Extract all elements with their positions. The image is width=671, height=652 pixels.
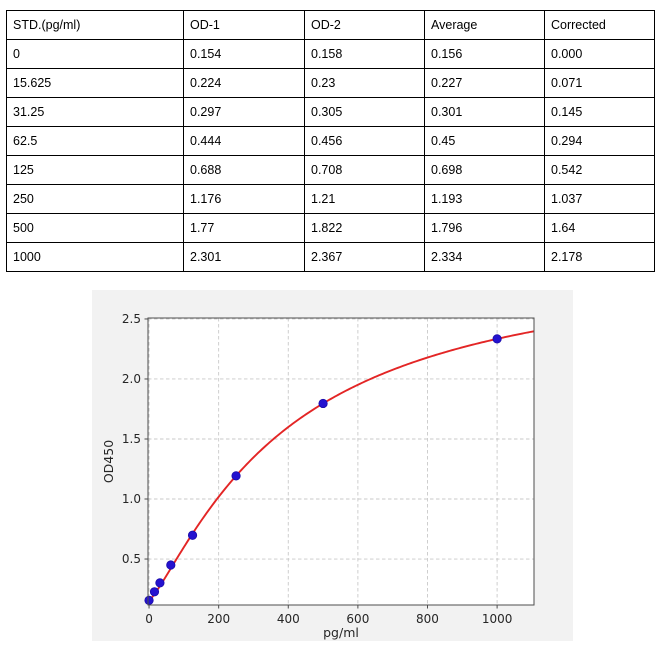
- table-cell: 0.708: [304, 155, 425, 185]
- x-tick-label: 0: [145, 612, 153, 626]
- table-cell: 0.224: [183, 68, 305, 98]
- table-row: 500 1.77 1.822 1.796 1.64: [6, 213, 655, 243]
- table-cell: 0.301: [424, 97, 545, 127]
- standards-table-body: 0 0.154 0.158 0.156 0.000 15.625 0.224 0.23 0.22…: [6, 39, 655, 272]
- table-cell: 250: [6, 184, 184, 214]
- table-row: 1000 2.301 2.367 2.334 2.178: [6, 242, 655, 272]
- table-row: 250 1.176 1.21 1.193 1.037: [6, 184, 655, 214]
- table-cell: 0.156: [424, 39, 545, 69]
- table-cell: 0.071: [544, 68, 655, 98]
- table-cell: 1000: [6, 242, 184, 272]
- table-cell: 1.176: [183, 184, 305, 214]
- x-tick-label: 1000: [482, 612, 513, 626]
- table-row: 62.5 0.444 0.456 0.45 0.294: [6, 126, 655, 156]
- table-header-row: STD.(pg/ml) OD-1 OD-2 Average Corrected: [6, 10, 655, 40]
- table-cell: 0.45: [424, 126, 545, 156]
- table-cell: 1.77: [183, 213, 305, 243]
- y-axis-label: OD450: [101, 440, 116, 483]
- table-row: 0 0.154 0.158 0.156 0.000: [6, 39, 655, 69]
- table-row: 31.25 0.297 0.305 0.301 0.145: [6, 97, 655, 127]
- y-tick-label: 2.0: [122, 372, 141, 386]
- table-cell: 0.297: [183, 97, 305, 127]
- table-cell: 2.334: [424, 242, 545, 272]
- data-point: [155, 578, 165, 588]
- table-cell: 0.23: [304, 68, 425, 98]
- x-axis-label: pg/ml: [323, 625, 359, 640]
- table-cell: 31.25: [6, 97, 184, 127]
- plot-border: [147, 317, 535, 606]
- data-point: [231, 471, 241, 481]
- table-cell: 0.145: [544, 97, 655, 127]
- standard-curve-figure: 0 200 400 600 800 1000 0.5 1.0 1.5 2.0 2.5 pg/ml OD4…: [92, 290, 573, 641]
- y-tick-label: 1.0: [122, 492, 141, 506]
- x-tick-label: 600: [346, 612, 369, 626]
- table-cell: 0.688: [183, 155, 305, 185]
- table-cell: 1.193: [424, 184, 545, 214]
- x-tick-label: 400: [277, 612, 300, 626]
- column-header: Average: [424, 10, 545, 40]
- table-cell: 500: [6, 213, 184, 243]
- table-row: 125 0.688 0.708 0.698 0.542: [6, 155, 655, 185]
- table-row: 15.625 0.224 0.23 0.227 0.071: [6, 68, 655, 98]
- column-header: STD.(pg/ml): [6, 10, 184, 40]
- table-cell: 0.444: [183, 126, 305, 156]
- standards-table-header: STD.(pg/ml) OD-1 OD-2 Average Corrected: [6, 10, 655, 40]
- table-cell: 1.64: [544, 213, 655, 243]
- table-cell: 0.158: [304, 39, 425, 69]
- y-tick-label: 2.5: [122, 312, 141, 326]
- standards-table-container: STD.(pg/ml) OD-1 OD-2 Average Corrected 0 0.1…: [6, 10, 655, 272]
- x-tick-label: 200: [207, 612, 230, 626]
- fit-curve: [148, 330, 534, 602]
- table-cell: 125: [6, 155, 184, 185]
- table-cell: 2.301: [183, 242, 305, 272]
- table-cell: 0.154: [183, 39, 305, 69]
- data-point: [187, 530, 198, 540]
- y-tick-label: 1.5: [122, 432, 141, 446]
- table-cell: 1.037: [544, 184, 655, 214]
- data-point: [166, 560, 176, 570]
- table-cell: 0.227: [424, 68, 545, 98]
- column-header: OD-1: [183, 10, 305, 40]
- x-tick-label: 800: [416, 612, 439, 626]
- column-header: Corrected: [544, 10, 655, 40]
- standard-curve-chart: 0 200 400 600 800 1000 0.5 1.0 1.5 2.0 2.5 pg/ml OD4…: [101, 312, 535, 640]
- data-point: [144, 595, 154, 605]
- table-cell: 62.5: [6, 126, 184, 156]
- table-cell: 0.698: [424, 155, 545, 185]
- table-cell: 0.294: [544, 126, 655, 156]
- table-cell: 0.456: [304, 126, 425, 156]
- table-cell: 0.305: [304, 97, 425, 127]
- table-cell: 0.542: [544, 155, 655, 185]
- table-cell: 2.367: [304, 242, 425, 272]
- y-tick-label: 0.5: [122, 552, 141, 566]
- data-point: [149, 587, 160, 597]
- table-cell: 1.21: [304, 184, 425, 214]
- data-point: [492, 334, 502, 344]
- column-header: OD-2: [304, 10, 425, 40]
- table-cell: 15.625: [6, 68, 184, 98]
- plot-area: [148, 318, 534, 605]
- table-cell: 1.796: [424, 213, 545, 243]
- table-cell: 0: [6, 39, 184, 69]
- table-cell: 0.000: [544, 39, 655, 69]
- data-point: [318, 398, 328, 409]
- table-cell: 1.822: [304, 213, 425, 243]
- table-cell: 2.178: [544, 242, 655, 272]
- standards-table: STD.(pg/ml) OD-1 OD-2 Average Corrected 0 0.1…: [6, 10, 655, 272]
